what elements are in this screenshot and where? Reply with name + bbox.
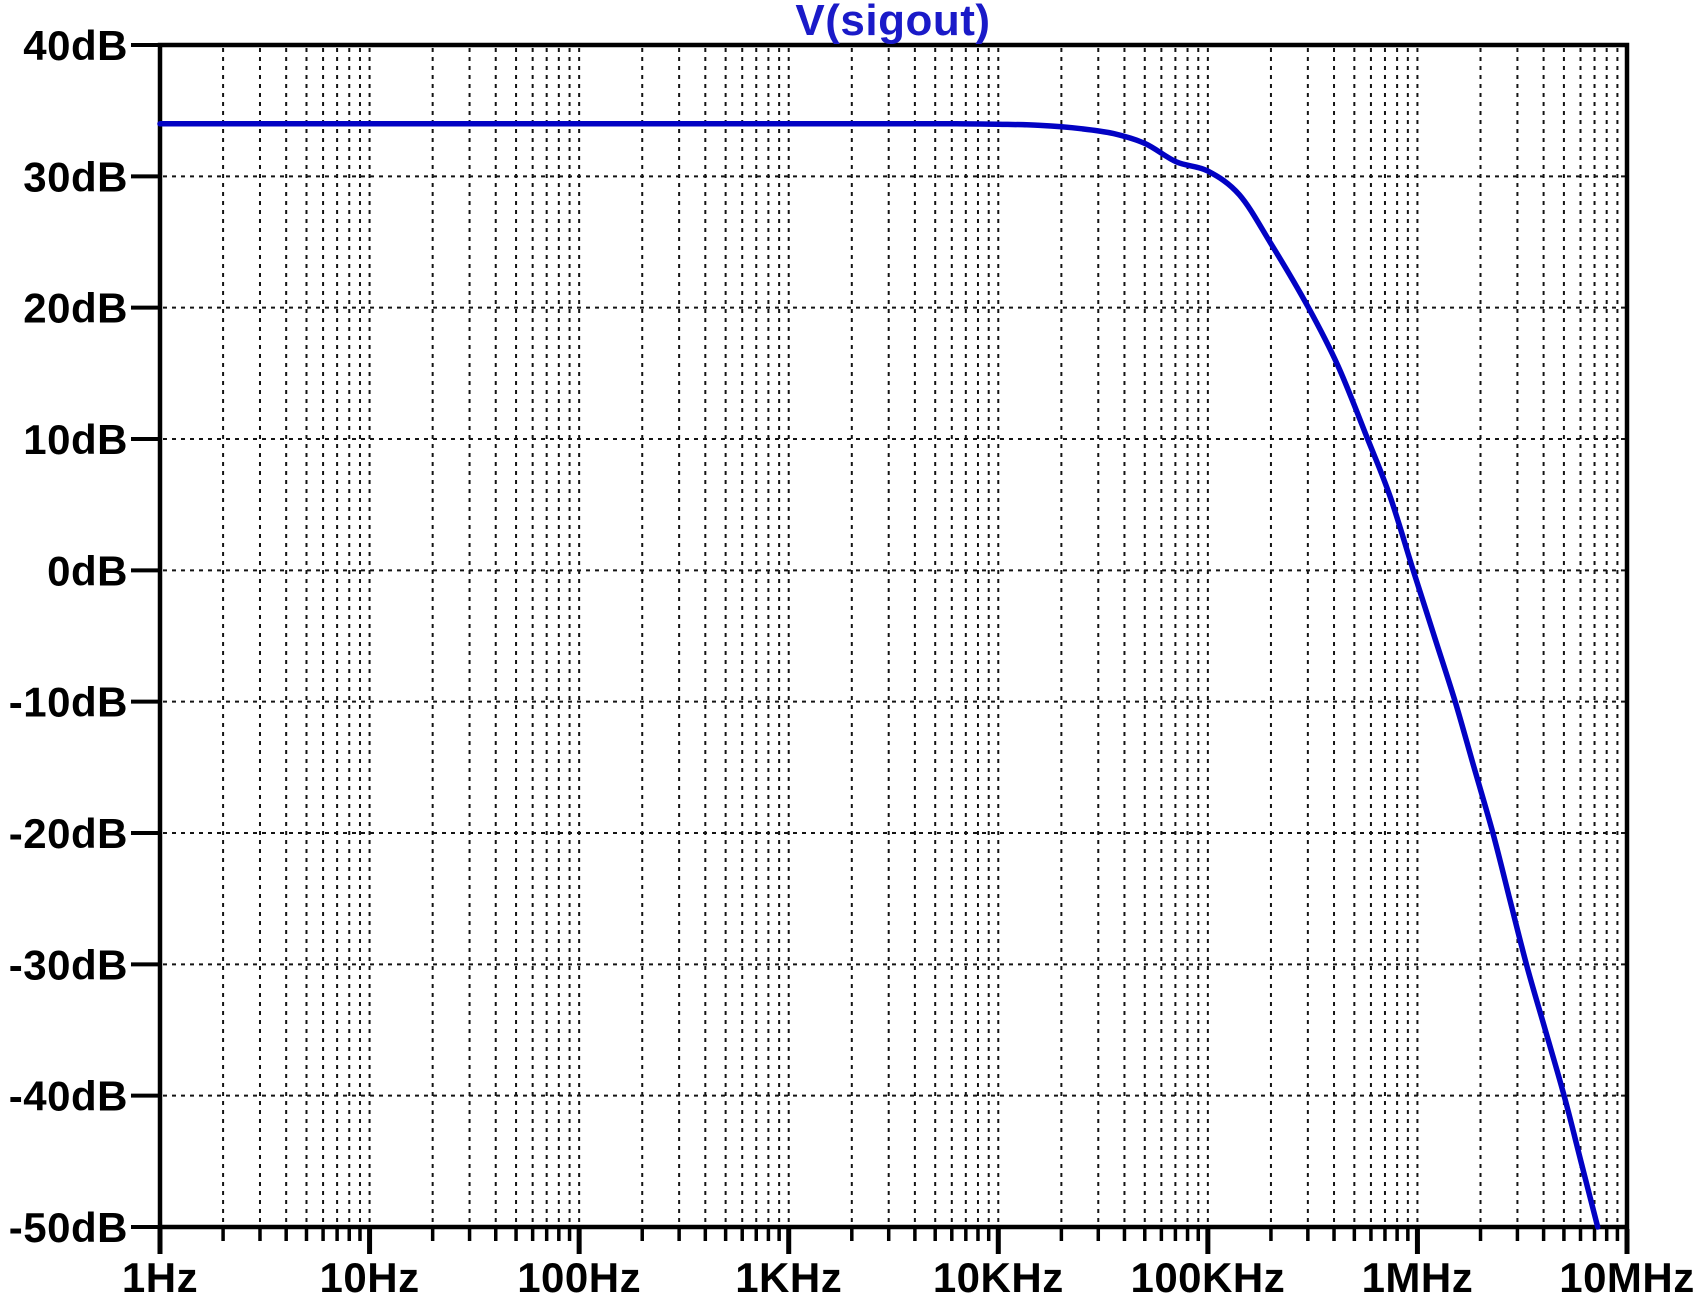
y-tick-label: -20dB — [9, 810, 128, 857]
y-tick-label: 30dB — [23, 153, 128, 200]
x-tick-label: 100Hz — [517, 1254, 641, 1297]
y-tick-label: -40dB — [9, 1073, 128, 1120]
trace-title[interactable]: V(sigout) — [795, 0, 990, 45]
x-tick-label: 10MHz — [1559, 1254, 1695, 1297]
x-tick-label: 1KHz — [735, 1254, 842, 1297]
x-axis-labels: 1Hz 10Hz 100Hz 1KHz 10KHz 100KHz 1MHz 10MHz — [122, 1254, 1695, 1297]
y-axis-labels: 40dB 30dB 20dB 10dB 0dB -10dB -20dB -30dB -40dB -… — [9, 22, 128, 1251]
y-tick-label: -50dB — [9, 1204, 128, 1251]
x-tick-label: 1Hz — [122, 1254, 198, 1297]
signal-trace-v-sigout[interactable] — [157, 121, 1601, 1230]
y-tick-label: -10dB — [9, 679, 128, 726]
x-tick-label: 1MHz — [1362, 1254, 1474, 1297]
x-tick-label: 100KHz — [1130, 1254, 1285, 1297]
axis-ticks — [131, 43, 1630, 1254]
plot-border — [157, 42, 1630, 1230]
y-tick-label: 10dB — [23, 416, 128, 463]
x-tick-label: 10KHz — [933, 1254, 1064, 1297]
y-tick-label: -30dB — [9, 941, 128, 988]
y-tick-label: 20dB — [23, 285, 128, 332]
y-tick-label: 0dB — [47, 547, 128, 594]
x-tick-label: 10Hz — [320, 1254, 420, 1297]
y-tick-label: 40dB — [23, 22, 128, 69]
gridlines — [163, 48, 1625, 1225]
